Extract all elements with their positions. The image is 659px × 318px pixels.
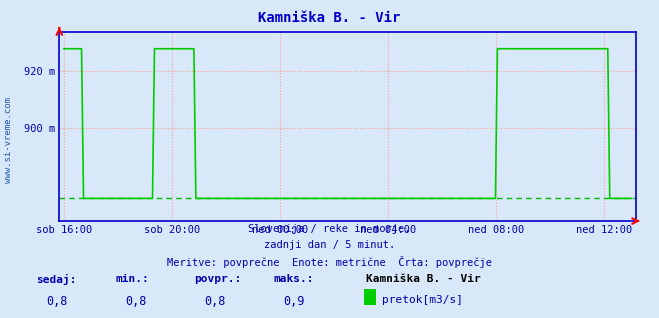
Text: min.:: min.:	[115, 274, 149, 284]
Text: pretok[m3/s]: pretok[m3/s]	[382, 295, 463, 305]
Text: maks.:: maks.:	[273, 274, 314, 284]
Text: zadnji dan / 5 minut.: zadnji dan / 5 minut.	[264, 240, 395, 250]
Text: Kamniška B. - Vir: Kamniška B. - Vir	[258, 11, 401, 25]
Text: 0,8: 0,8	[125, 295, 146, 308]
Text: www.si-vreme.com: www.si-vreme.com	[4, 97, 13, 183]
Text: povpr.:: povpr.:	[194, 274, 242, 284]
Text: Slovenija / reke in morje.: Slovenija / reke in morje.	[248, 224, 411, 234]
Text: 0,8: 0,8	[204, 295, 225, 308]
Text: Meritve: povprečne  Enote: metrične  Črta: povprečje: Meritve: povprečne Enote: metrične Črta:…	[167, 256, 492, 268]
Text: sedaj:: sedaj:	[36, 274, 76, 285]
Text: Kamniška B. - Vir: Kamniška B. - Vir	[366, 274, 480, 284]
Text: 0,9: 0,9	[283, 295, 304, 308]
Text: 0,8: 0,8	[46, 295, 67, 308]
